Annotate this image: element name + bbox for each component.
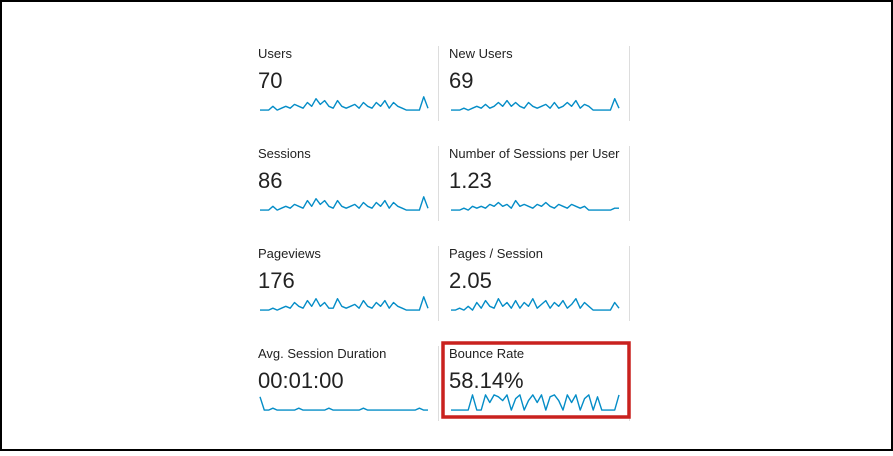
metric-label: Avg. Session Duration (258, 346, 386, 361)
metric-label: Pages / Session (449, 246, 543, 261)
metric-value: 2.05 (449, 268, 492, 293)
highlight-box (441, 341, 631, 419)
sparkline (260, 296, 429, 311)
sparkline (451, 394, 620, 411)
metric-label: New Users (449, 46, 513, 61)
metric-label: Sessions (258, 146, 311, 161)
metric-value: 86 (258, 168, 282, 193)
metric-label: Bounce Rate (449, 346, 524, 361)
metric-label: Number of Sessions per User (449, 146, 620, 161)
metric-value: 1.23 (449, 168, 492, 193)
sparkline (451, 298, 620, 311)
sparkline (451, 199, 619, 211)
sparkline (260, 96, 429, 111)
metric-value: 00:01:00 (258, 368, 344, 393)
metric-grid: Users 70 New Users 69 Sessions 86 Number of Se… (258, 46, 630, 421)
metric-value: 69 (449, 68, 473, 93)
sparkline (451, 97, 620, 111)
sparkline (260, 196, 429, 211)
metric-label: Pageviews (258, 246, 321, 261)
metric-label: Users (258, 46, 292, 61)
metric-value: 70 (258, 68, 282, 93)
sparkline (259, 396, 428, 411)
metric-value: 58.14% (449, 368, 524, 393)
metric-value: 176 (258, 268, 295, 293)
